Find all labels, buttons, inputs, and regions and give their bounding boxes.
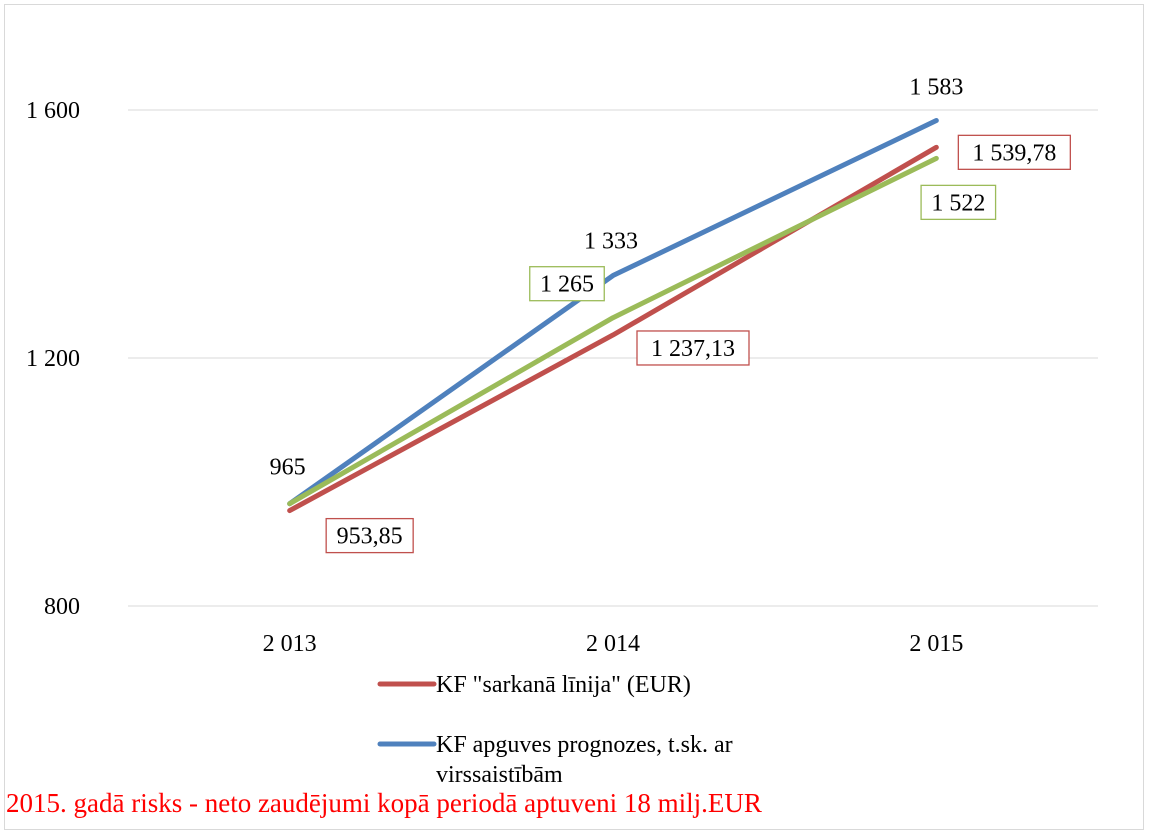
x-tick-label: 2 015 xyxy=(909,631,963,657)
legend-label: KF apguves prognozes, t.sk. ar virssaistī… xyxy=(436,732,733,788)
svg-text:1 237,13: 1 237,13 xyxy=(651,336,735,362)
legend-item: KF apguves prognozes, t.sk. ar virssaistī… xyxy=(377,732,733,788)
legend: KF "sarkanā līnija" (EUR) KF apguves prog… xyxy=(377,672,733,788)
series-line xyxy=(287,118,939,507)
gridlines xyxy=(128,109,1098,607)
legend-item: KF "sarkanā līnija" (EUR) xyxy=(377,672,691,698)
y-tick-label: 1 600 xyxy=(26,98,80,124)
x-axis-ticks: 2 013 2 014 2 015 xyxy=(263,631,964,657)
svg-text:1 522: 1 522 xyxy=(931,190,985,216)
risk-footnote: 2015. gadā risks - neto zaudējumi kopā p… xyxy=(6,788,762,818)
y-tick-label: 1 200 xyxy=(26,346,80,372)
data-label: 1 583 xyxy=(909,75,963,101)
svg-text:1 333: 1 333 xyxy=(584,229,638,255)
data-label: 1 265 xyxy=(529,266,605,302)
y-tick-label: 800 xyxy=(44,594,80,620)
svg-text:1 265: 1 265 xyxy=(540,272,594,298)
data-label: 1 522 xyxy=(920,184,997,221)
data-labels: 953,85 1 237,13 1 539,78 965 1 333 1 583 1 265… xyxy=(270,75,1071,554)
data-label: 1 539,78 xyxy=(957,134,1071,170)
data-label: 1 237,13 xyxy=(636,330,750,366)
svg-text:965: 965 xyxy=(270,455,306,481)
chart-area xyxy=(4,4,1144,830)
data-label: 953,85 xyxy=(325,517,414,554)
svg-text:1 583: 1 583 xyxy=(909,75,963,101)
series-lines xyxy=(287,118,939,514)
data-label: 965 xyxy=(270,455,306,481)
legend-label: KF "sarkanā līnija" (EUR) xyxy=(436,672,691,698)
data-label: 1 333 xyxy=(584,229,638,255)
series-line xyxy=(287,155,939,507)
y-axis-ticks: 800 1 200 1 600 xyxy=(26,98,80,620)
svg-text:953,85: 953,85 xyxy=(337,524,403,550)
x-tick-label: 2 013 xyxy=(263,631,317,657)
svg-text:1 539,78: 1 539,78 xyxy=(972,140,1056,166)
x-tick-label: 2 014 xyxy=(586,631,640,657)
series-line xyxy=(287,144,939,514)
